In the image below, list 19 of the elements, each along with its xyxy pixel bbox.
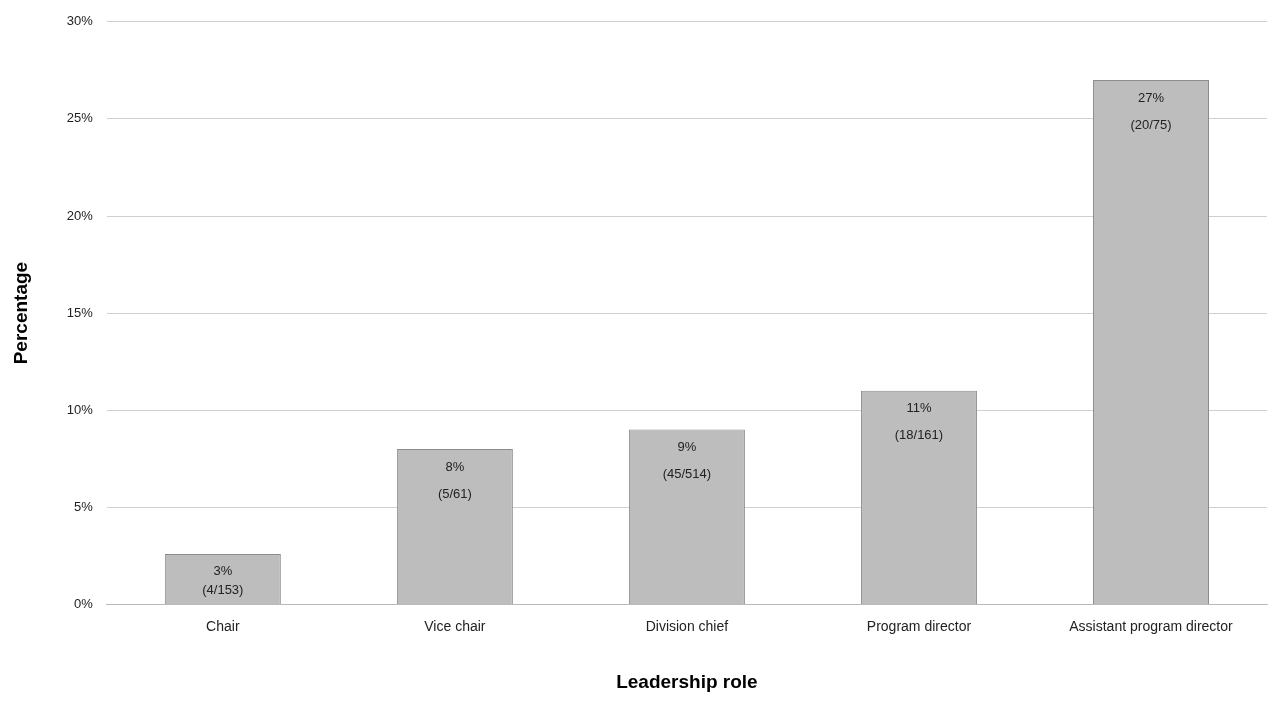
y-tick-label: 10% — [66, 401, 94, 417]
y-tick-label: 20% — [66, 207, 94, 223]
y-tick-label: 30% — [66, 13, 94, 29]
data-label: 11% (18/161) — [894, 400, 944, 443]
data-label: 27% (20/75) — [1130, 89, 1172, 132]
data-label: 8% (5/61) — [437, 458, 472, 501]
x-tick-label: Vice chair — [424, 617, 486, 634]
x-tick-label: Assistant program director — [1069, 617, 1234, 634]
x-axis-title: Leadership role — [616, 670, 758, 692]
data-label: 9% (45/514) — [662, 439, 712, 482]
y-tick-label: 0% — [74, 595, 94, 611]
x-tick-label: Program director — [866, 617, 972, 634]
y-tick-label: 25% — [66, 110, 94, 126]
x-tick-label: Chair — [206, 617, 240, 634]
data-label: 3% (4/153) — [202, 563, 244, 598]
y-tick-label: 5% — [74, 498, 94, 514]
x-tick-label: Division chief — [645, 617, 729, 634]
y-tick-label: 15% — [66, 304, 94, 320]
y-axis-title: Percentage — [9, 261, 31, 365]
